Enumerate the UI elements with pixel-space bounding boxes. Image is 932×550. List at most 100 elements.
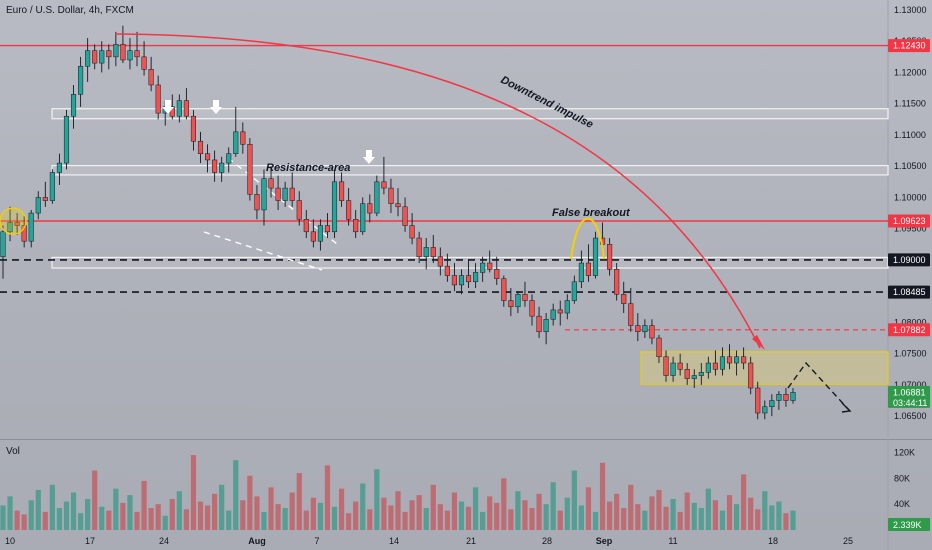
volume-bar — [705, 488, 711, 530]
volume-bar — [183, 509, 189, 530]
price-tag — [888, 253, 930, 267]
candle-body — [141, 56, 147, 70]
volume-bar — [7, 496, 13, 530]
volume-bar — [550, 482, 556, 530]
volume-bar — [437, 504, 443, 530]
volume-bar — [465, 506, 472, 530]
false-breakout-arc — [570, 217, 605, 260]
candle-body — [473, 272, 479, 283]
candle-body — [741, 356, 747, 364]
volume-bar — [268, 487, 274, 530]
down-arrow-head — [363, 157, 375, 164]
volume-bar — [92, 470, 98, 530]
volume-bar — [374, 469, 380, 530]
volume-bar — [529, 508, 535, 530]
volume-bar — [155, 504, 161, 530]
down-arrow-shaft — [213, 100, 219, 107]
volume-bar — [360, 483, 366, 530]
volume-bar — [14, 510, 20, 530]
price-tag — [888, 39, 930, 53]
volume-bar — [317, 502, 324, 530]
time-tick-label: 21 — [466, 536, 476, 546]
candle-body — [134, 50, 140, 58]
candle-body — [289, 187, 295, 201]
down-arrow-head — [210, 107, 222, 114]
volume-bar — [712, 500, 719, 530]
volume-current-tag — [888, 518, 930, 531]
volume-bar — [35, 489, 41, 530]
candle-body — [7, 222, 13, 233]
candle-body — [63, 115, 70, 164]
volume-bar — [99, 506, 105, 530]
candle-body — [35, 197, 41, 214]
volume-bar — [303, 510, 309, 530]
volume-bar — [607, 501, 613, 530]
candle-body — [494, 269, 500, 279]
volume-bar — [381, 497, 387, 530]
volume-bar — [684, 492, 690, 530]
candle-body — [42, 197, 48, 201]
candle-body — [465, 275, 472, 283]
price-tag-label: 1.06881 — [893, 387, 926, 397]
volume-bar — [134, 511, 140, 530]
candle-body — [282, 187, 288, 201]
candle-body — [614, 269, 620, 295]
candle-body — [458, 275, 465, 286]
volume-tick-label: 80K — [894, 473, 910, 483]
volume-bar — [515, 491, 521, 530]
volume-bar — [783, 513, 789, 530]
annotation-false-breakout: False breakout — [552, 207, 631, 219]
candle-body — [381, 181, 387, 189]
candle-body — [183, 100, 189, 117]
volume-bar — [748, 497, 754, 530]
price-tag-label: 1.08485 — [893, 287, 926, 297]
candle-body — [296, 200, 302, 220]
volume-bar — [578, 505, 584, 530]
volume-bar — [656, 489, 662, 530]
volume-bar — [212, 493, 218, 530]
candle-body — [310, 231, 316, 242]
candle-body — [726, 356, 733, 364]
volume-bar — [367, 509, 373, 530]
price-tick-label: 1.13000 — [894, 5, 927, 15]
candle-body — [324, 225, 331, 233]
projection-arrow-head — [841, 402, 852, 413]
volume-bar — [324, 465, 331, 530]
downtrend-arrow-head — [752, 335, 765, 350]
price-tick-label: 1.06500 — [894, 411, 927, 421]
volume-bar — [190, 455, 197, 530]
candle-body — [684, 369, 690, 379]
candle-body — [78, 65, 84, 95]
candle-body — [92, 50, 98, 64]
volume-bar — [106, 510, 112, 530]
volume-bar — [254, 496, 260, 530]
volume-bar — [599, 462, 606, 530]
volume-bar — [592, 511, 599, 530]
volume-bar — [494, 502, 500, 530]
volume-bar — [458, 501, 465, 530]
volume-bar — [444, 510, 450, 530]
candle-body — [247, 144, 253, 195]
volume-bar — [614, 493, 620, 530]
volume-bar — [430, 484, 436, 530]
volume-bar — [261, 511, 267, 530]
candle-body — [550, 309, 556, 320]
time-tick-label: 11 — [668, 536, 677, 546]
candle-body — [607, 244, 613, 270]
volume-bar — [472, 487, 479, 530]
candle-body — [70, 94, 77, 117]
candle-body — [677, 362, 683, 370]
volume-bar — [501, 478, 507, 530]
price-tag — [888, 323, 930, 337]
candle-body — [712, 362, 718, 370]
candle-body — [395, 203, 401, 208]
candle-body — [49, 172, 55, 201]
candle-body — [113, 44, 119, 58]
candle-body — [790, 392, 796, 401]
resistance-band — [51, 164, 889, 176]
volume-bar — [409, 500, 415, 530]
candle-body — [176, 100, 182, 117]
candle-body — [120, 44, 126, 61]
volume-bar — [70, 492, 77, 530]
